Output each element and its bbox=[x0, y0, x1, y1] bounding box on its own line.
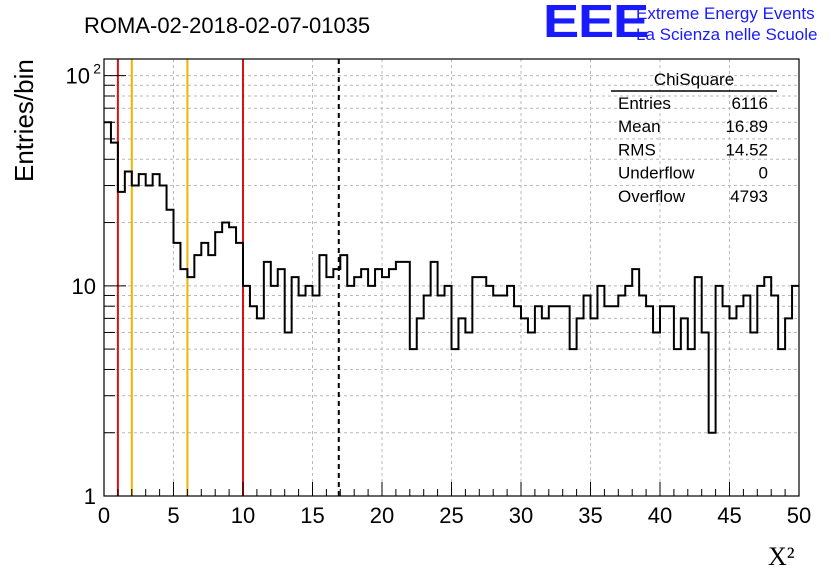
y-tick-label: 10 bbox=[72, 274, 96, 299]
x-tick-label: 0 bbox=[98, 503, 110, 528]
axis-ticks bbox=[103, 75, 800, 497]
stats-title: ChiSquare bbox=[654, 70, 734, 89]
stats-label: Mean bbox=[618, 117, 661, 136]
x-tick-label: 20 bbox=[370, 503, 394, 528]
y-tick-exponent: 2 bbox=[93, 61, 101, 77]
logo-line-2: La Scienza nelle Scuole bbox=[636, 25, 818, 44]
logo-mark: EEE bbox=[543, 0, 649, 47]
x-tick-label: 40 bbox=[648, 503, 672, 528]
x-axis-label: X² bbox=[768, 542, 795, 571]
stats-box: ChiSquare Entries 6116 Mean 16.89 RMS 14.52 Un… bbox=[611, 70, 777, 206]
x-tick-label: 15 bbox=[300, 503, 324, 528]
grid-lines bbox=[104, 59, 799, 496]
chart-title: ROMA-02-2018-02-07-01035 bbox=[84, 13, 370, 38]
x-tick-label: 10 bbox=[231, 503, 255, 528]
y-axis-label: Entries/bin bbox=[9, 59, 39, 182]
stats-rows: Entries 6116 Mean 16.89 RMS 14.52 Underflow 0 Ov… bbox=[618, 94, 768, 206]
logo-line-1: Extreme Energy Events bbox=[636, 4, 815, 23]
x-tick-label: 35 bbox=[578, 503, 602, 528]
stats-value: 0 bbox=[759, 164, 768, 183]
eee-logo: EEE Extreme Energy Events La Scienza nel… bbox=[543, 0, 833, 47]
stats-value: 14.52 bbox=[725, 140, 768, 159]
y-tick-label: 10 bbox=[66, 64, 90, 89]
stats-value: 4793 bbox=[730, 187, 768, 206]
x-tick-label: 5 bbox=[167, 503, 179, 528]
x-tick-label: 50 bbox=[787, 503, 811, 528]
x-tick-label: 45 bbox=[717, 503, 741, 528]
marker-lines bbox=[116, 59, 340, 496]
stats-label: Entries bbox=[618, 94, 671, 113]
histogram-series bbox=[104, 121, 799, 434]
stats-label: RMS bbox=[618, 140, 656, 159]
x-tick-label: 25 bbox=[439, 503, 463, 528]
x-tick-label: 30 bbox=[509, 503, 533, 528]
stats-value: 16.89 bbox=[725, 117, 768, 136]
y-tick-label: 1 bbox=[84, 484, 96, 509]
stats-label: Overflow bbox=[618, 187, 686, 206]
x-tick-labels: 0 5 10 15 20 25 30 35 40 45 50 bbox=[98, 503, 811, 528]
stats-label: Underflow bbox=[618, 164, 695, 183]
stats-value: 6116 bbox=[731, 94, 768, 113]
